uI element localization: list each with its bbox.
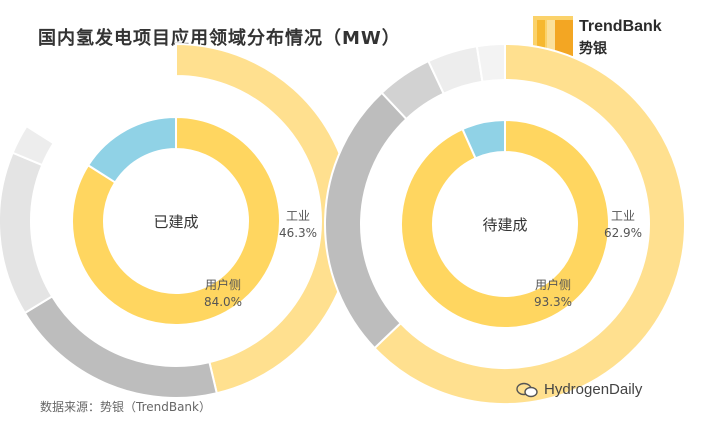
chart2-label-name-1: 用户侧 [535,277,571,292]
chart2-label-value-1: 93.3% [534,295,572,309]
chart1-inner-slice-2 [86,115,177,184]
wechat-icon [516,382,538,398]
chart1-center-label: 已建成 [153,213,198,231]
chart1-outer-slice-3 [0,151,54,315]
watermark-text: HydrogenDaily [544,381,643,398]
chart2-outer-slice-1 [373,42,686,405]
source-note: 数据来源：势银（TrendBank） [40,400,211,414]
logo-text-en: TrendBank [579,18,662,35]
logo-text-cn: 势银 [579,41,607,57]
watermark: HydrogenDaily [516,381,642,398]
chart2-center-label: 待建成 [482,216,527,234]
chart1-outer-slice-4 [11,124,55,167]
chart2-label-value-2: 62.9% [604,226,642,240]
chart1-label-name-2: 工业 [286,209,310,223]
chart2-outer-slice-5 [475,42,506,83]
chart1-inner-slice-1 [71,115,281,326]
chart2-label-name-2: 工业 [611,209,635,223]
chart1-label-name-1: 用户侧 [205,277,241,292]
chart1-label-value-1: 84.0% [204,295,242,309]
chart2-inner-slice-1 [400,118,610,329]
chart2-outer-slice-2 [324,91,408,350]
chart-title: 国内氢发电项目应用领域分布情况（MW） [38,28,401,49]
trendbank-logo: TrendBank 势银 [533,16,683,60]
chart2-inner-slice-2 [461,118,506,160]
chart1-label-value-2: 46.3% [279,226,317,240]
